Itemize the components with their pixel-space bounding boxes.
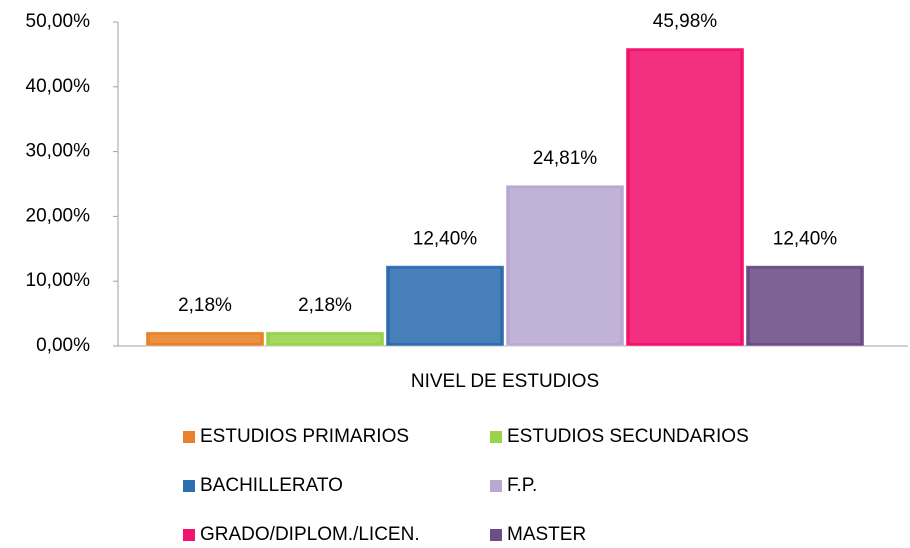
data-label: 2,18%	[178, 295, 232, 316]
legend-marker	[183, 529, 195, 541]
legend-label: ESTUDIOS PRIMARIOS	[200, 426, 409, 447]
bar-shade	[150, 334, 260, 343]
bar-shade	[630, 51, 740, 344]
y-tick-label: 40,00%	[26, 76, 91, 97]
legend-label: ESTUDIOS SECUNDARIOS	[507, 426, 749, 447]
bar-shade	[390, 268, 500, 343]
bar	[505, 184, 625, 347]
data-label: 24,81%	[533, 148, 598, 169]
legend-marker	[490, 480, 502, 492]
bar-shade	[750, 268, 860, 343]
y-tick-label: 20,00%	[26, 205, 91, 226]
data-label: 12,40%	[773, 229, 838, 250]
data-label: 12,40%	[413, 229, 478, 250]
legend-label: BACHILLERATO	[200, 475, 343, 496]
data-label: 45,98%	[653, 11, 718, 32]
bar	[385, 265, 505, 347]
x-tick-label: NIVEL DE ESTUDIOS	[411, 371, 599, 392]
bar	[145, 331, 265, 347]
y-tick-label: 50,00%	[26, 11, 91, 32]
bar-shade	[510, 188, 620, 343]
y-tick-label: 10,00%	[26, 270, 91, 291]
legend-label: GRADO/DIPLOM./LICEN.	[200, 524, 420, 545]
bar	[265, 331, 385, 347]
bar-shade	[270, 334, 380, 343]
bar	[745, 265, 865, 347]
legend-marker	[183, 431, 195, 443]
legend-marker	[490, 431, 502, 443]
legend-marker	[183, 480, 195, 492]
legend-label: F.P.	[507, 475, 537, 496]
legend-marker	[490, 529, 502, 541]
y-tick-label: 30,00%	[26, 141, 91, 162]
data-label: 2,18%	[298, 295, 352, 316]
y-tick-label: 0,00%	[36, 335, 90, 356]
legend-label: MASTER	[507, 524, 586, 545]
bar	[625, 47, 745, 347]
